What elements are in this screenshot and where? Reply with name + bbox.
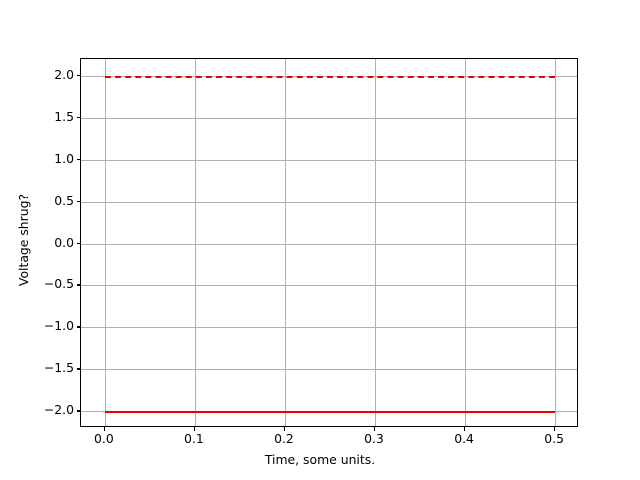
y-tick-mark <box>76 410 80 412</box>
y-tick-label: −2.0 <box>43 402 74 418</box>
y-tick-mark <box>76 74 80 77</box>
gridline-vertical <box>555 59 556 426</box>
y-tick-label: 2.0 <box>54 66 74 82</box>
x-tick-mark <box>464 427 466 431</box>
series-lower-level <box>104 411 556 414</box>
y-tick-label: 0.5 <box>54 192 74 208</box>
x-tick-mark <box>554 427 556 431</box>
y-axis-label: Voltage shrug? <box>16 193 31 287</box>
y-tick-mark <box>76 284 80 286</box>
gridline-vertical <box>465 59 466 426</box>
y-tick-label: −0.5 <box>43 276 74 292</box>
gridline-vertical <box>375 59 376 426</box>
plot-area <box>80 58 578 427</box>
x-tick-label: 0.3 <box>364 431 384 446</box>
y-tick-label: 0.0 <box>54 234 74 250</box>
x-tick-mark <box>283 427 286 431</box>
x-tick-label: 0.1 <box>184 431 204 446</box>
y-tick-mark <box>76 326 80 328</box>
x-tick-mark <box>193 427 196 431</box>
gridline-horizontal <box>81 369 577 370</box>
x-tick-mark <box>103 427 106 431</box>
gridline-horizontal <box>81 118 577 119</box>
y-tick-mark <box>76 158 80 160</box>
y-tick-mark <box>76 368 80 370</box>
gridline-horizontal <box>81 285 577 286</box>
x-tick-label: 0.0 <box>94 431 114 446</box>
gridline-horizontal <box>81 244 577 245</box>
x-tick-label: 0.5 <box>544 431 564 446</box>
y-tick-label: 1.0 <box>54 150 74 166</box>
y-tick-mark <box>76 116 80 118</box>
gridline-vertical <box>195 59 196 426</box>
x-axis-label: Time, some units. <box>264 452 376 467</box>
y-tick-mark <box>76 200 80 202</box>
y-tick-mark <box>76 242 80 244</box>
gridline-horizontal <box>81 160 577 161</box>
y-tick-label: −1.0 <box>43 318 74 334</box>
y-tick-label: −1.5 <box>43 360 74 376</box>
gridline-vertical <box>105 59 106 426</box>
gridline-horizontal <box>81 327 577 328</box>
series-upper-level <box>104 75 556 78</box>
x-tick-mark <box>374 427 376 431</box>
gridline-horizontal <box>81 202 577 203</box>
y-tick-label: 1.5 <box>54 108 74 124</box>
x-tick-label: 0.2 <box>274 431 294 446</box>
gridline-vertical <box>285 59 286 426</box>
x-tick-label: 0.4 <box>454 431 474 446</box>
